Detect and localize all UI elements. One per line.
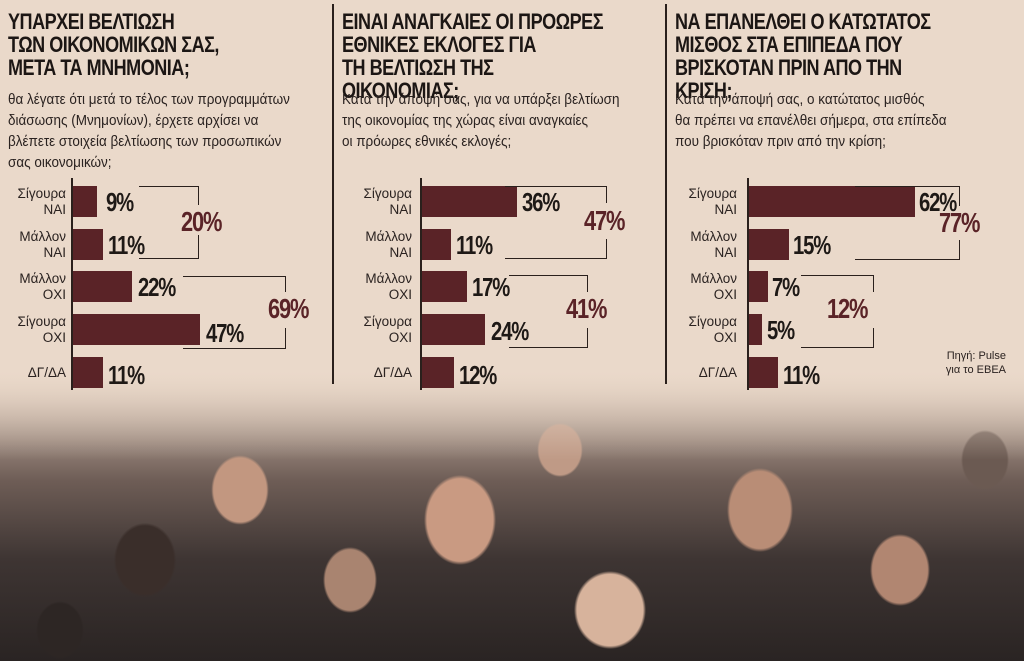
- row-label: Σίγουρα ΟΧΙ: [17, 314, 66, 345]
- bracket-gap: [585, 292, 591, 328]
- bracket-gap: [871, 292, 877, 328]
- source-note: Πηγή: Pulse για το ΕΒΕΑ: [945, 350, 1006, 376]
- bar-value: 47%: [206, 318, 244, 348]
- row-label: Σίγουρα ΝΑΙ: [688, 186, 737, 217]
- bar: [749, 229, 789, 260]
- row-label: ΔΓ/ΔΑ: [373, 365, 412, 380]
- chart-panel-improvement: ΥΠΑΡΧΕΙ ΒΕΛΤΙΩΣΗ ΤΩΝ ΟΙΚΟΝΟΜΙΚΩΝ ΣΑΣ, ΜΕ…: [0, 0, 332, 390]
- row-label: ΔΓ/ΔΑ: [698, 365, 737, 380]
- chart-title: ΥΠΑΡΧΕΙ ΒΕΛΤΙΩΣΗ ΤΩΝ ΟΙΚΟΝΟΜΙΚΩΝ ΣΑΣ, ΜΕ…: [8, 9, 219, 80]
- bar-value: 15%: [793, 230, 831, 260]
- crowd-photo: [0, 370, 1024, 661]
- bar: [73, 357, 103, 388]
- bar: [749, 271, 768, 302]
- chart-question: θα λέγατε ότι μετά το τέλος των προγραμμ…: [8, 92, 290, 171]
- bar: [749, 314, 762, 345]
- bar-value: 11%: [108, 230, 145, 260]
- group-total: 12%: [827, 293, 868, 324]
- bar: [422, 186, 517, 217]
- bar: [749, 357, 778, 388]
- group-total: 20%: [181, 206, 222, 237]
- bar-value: 36%: [522, 187, 560, 217]
- row-label: Μάλλον ΟΧΙ: [690, 271, 737, 302]
- row-label: Μάλλον ΟΧΙ: [365, 271, 412, 302]
- bar: [73, 314, 200, 345]
- row-label: Σίγουρα ΟΧΙ: [688, 314, 737, 345]
- bar-value: 62%: [919, 187, 957, 217]
- bar: [422, 271, 467, 302]
- group-total: 41%: [566, 293, 607, 324]
- row-label: Σίγουρα ΝΑΙ: [17, 186, 66, 217]
- bar-value: 5%: [767, 315, 795, 345]
- row-label: ΔΓ/ΔΑ: [27, 365, 66, 380]
- group-total: 77%: [939, 207, 980, 238]
- panel-divider: [332, 4, 334, 384]
- row-label: Μάλλον ΟΧΙ: [19, 271, 66, 302]
- photo-fade-overlay: [0, 370, 1024, 460]
- bracket-gap: [196, 205, 202, 235]
- y-axis-line: [71, 178, 73, 390]
- group-total: 69%: [268, 293, 309, 324]
- row-label: Μάλλον ΝΑΙ: [19, 229, 66, 260]
- bar-value: 17%: [472, 272, 510, 302]
- chart-title: ΝΑ ΕΠΑΝΕΛΘΕΙ Ο ΚΑΤΩΤΑΤΟΣ ΜΙΣΘΟΣ ΣΤΑ ΕΠΙΠ…: [675, 9, 931, 103]
- bar-value: 11%: [108, 360, 145, 390]
- bar-value: 9%: [106, 187, 134, 217]
- bar-value: 11%: [783, 360, 820, 390]
- bar: [422, 314, 485, 345]
- group-total: 47%: [584, 205, 625, 236]
- chart-title: ΕΙΝΑΙ ΑΝΑΓΚΑΙΕΣ ΟΙ ΠΡΟΩΡΕΣ ΕΘΝΙΚΕΣ ΕΚΛΟΓ…: [342, 9, 604, 103]
- bar-value: 7%: [772, 272, 800, 302]
- bar: [749, 186, 915, 217]
- y-axis-line: [420, 178, 422, 390]
- bar: [73, 186, 97, 217]
- row-label: Μάλλον ΝΑΙ: [690, 229, 737, 260]
- panel-divider: [665, 4, 667, 384]
- bar-value: 11%: [456, 230, 493, 260]
- bracket-gap: [957, 206, 963, 240]
- bracket-gap: [604, 203, 610, 239]
- bar: [422, 357, 454, 388]
- chart-question: Κατά την άποψή σας, ο κατώτατος μισθός θ…: [675, 92, 947, 150]
- row-label: Μάλλον ΝΑΙ: [365, 229, 412, 260]
- bar: [73, 271, 132, 302]
- chart-question: Κατά την άποψή σας, για να υπάρξει βελτί…: [342, 92, 620, 150]
- bar-value: 22%: [138, 272, 176, 302]
- bar-value: 24%: [491, 316, 529, 346]
- chart-panel-early-elections: ΕΙΝΑΙ ΑΝΑΓΚΑΙΕΣ ΟΙ ΠΡΟΩΡΕΣ ΕΘΝΙΚΕΣ ΕΚΛΟΓ…: [334, 0, 665, 390]
- bar: [73, 229, 103, 260]
- chart-panel-minimum-wage: ΝΑ ΕΠΑΝΕΛΘΕΙ Ο ΚΑΤΩΤΑΤΟΣ ΜΙΣΘΟΣ ΣΤΑ ΕΠΙΠ…: [667, 0, 1024, 390]
- bar: [422, 229, 451, 260]
- row-label: Σίγουρα ΝΑΙ: [363, 186, 412, 217]
- bar-value: 12%: [459, 360, 497, 390]
- row-label: Σίγουρα ΟΧΙ: [363, 314, 412, 345]
- y-axis-line: [747, 178, 749, 390]
- bracket-gap: [283, 292, 289, 328]
